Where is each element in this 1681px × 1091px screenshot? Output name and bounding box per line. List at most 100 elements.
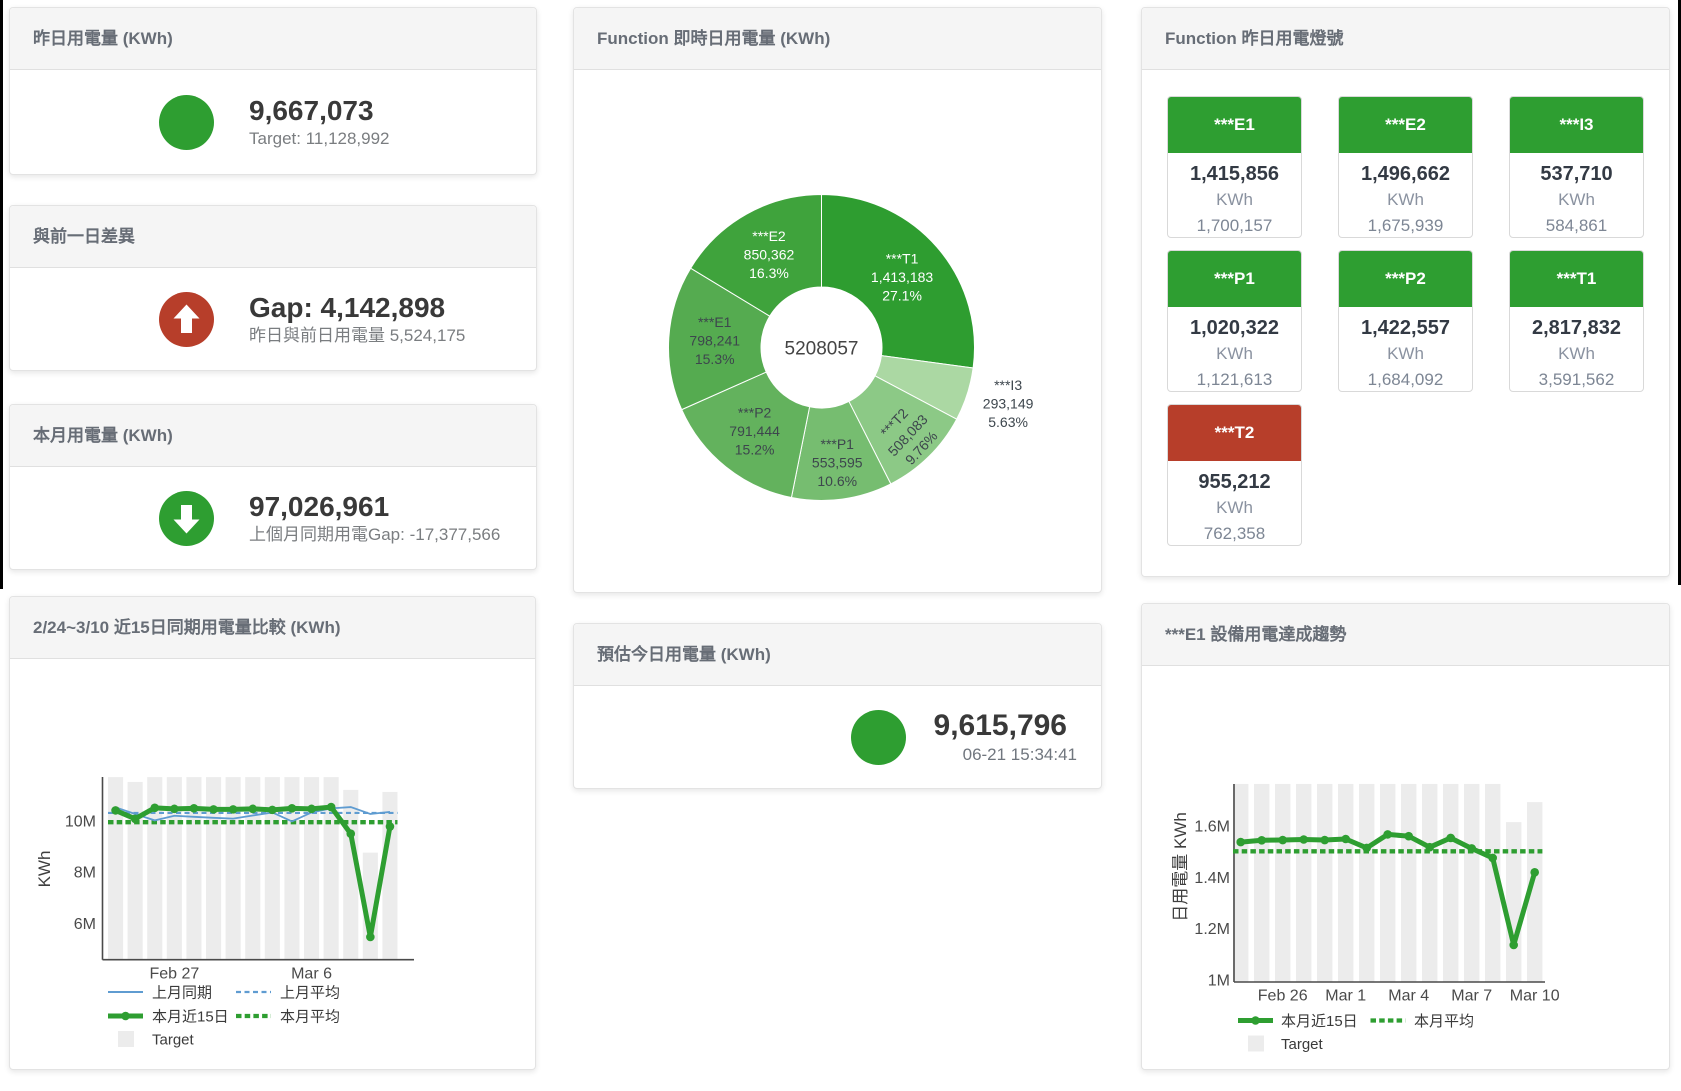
light-tile-header: ***I3 <box>1510 97 1643 153</box>
light-tile-target: 584,861 <box>1545 216 1608 235</box>
bar-Target-13 <box>362 852 378 960</box>
x-tick-label: Feb 26 <box>1258 988 1308 1005</box>
card-month-usage-header: 本月用電量 (KWh) <box>10 405 536 467</box>
series-marker-本月近15日-7 <box>1383 830 1392 839</box>
legend-label: 本月平均 <box>280 1009 340 1026</box>
card-lights: Function 昨日用電燈號 ***E1 1,415,856 KWh 1,70… <box>1141 7 1670 577</box>
light-tile-unit: KWh <box>1216 190 1253 209</box>
series-marker-本月近15日-9 <box>1425 842 1434 852</box>
light-tile-target: 762,358 <box>1203 524 1266 543</box>
series-marker-本月近15日-13 <box>366 932 375 942</box>
svg-text:16.3%: 16.3% <box>749 265 789 281</box>
card-lights-title: Function 昨日用電燈號 <box>1165 29 1344 48</box>
series-marker-本月近15日-13 <box>1509 940 1518 950</box>
y-tick-label: 10M <box>65 813 96 830</box>
y-tick-label: 1.2M <box>1194 921 1230 938</box>
legend-item-上月平均[interactable]: 上月平均 <box>236 985 340 1002</box>
card-month-usage: 本月用電量 (KWh) 97,026,961 上個月同期用電Gap: -17,3… <box>9 404 537 570</box>
series-marker-本月近15日-2 <box>150 803 160 813</box>
bar-Target-6 <box>225 777 241 960</box>
x-tick-label: Mar 4 <box>1388 988 1429 1005</box>
light-tile-value: 2,817,832 <box>1532 317 1621 339</box>
card-e1-trend-header: ***E1 設備用電達成趨勢 <box>1142 604 1669 666</box>
legend-label: 本月平均 <box>1414 1013 1474 1030</box>
yesterday-usage-target: Target: 11,128,992 <box>249 129 390 148</box>
bar-Target-13 <box>1506 822 1522 982</box>
x-tick-label: Feb 27 <box>149 966 199 983</box>
card-e1-trend-title: ***E1 設備用電達成趨勢 <box>1165 625 1347 644</box>
donut-slice-label-***E1: ***E1 798,241 15.3% <box>689 314 740 367</box>
svg-text:***P1: ***P1 <box>821 436 855 452</box>
svg-text:***P2: ***P2 <box>738 405 772 421</box>
estimate-value: 9,615,796 <box>933 709 1067 742</box>
series-marker-本月近15日-2 <box>1278 835 1287 845</box>
legend-item-本月近15日[interactable]: 本月近15日 <box>108 1009 229 1026</box>
donut-slice-***T1 <box>821 194 975 369</box>
bar-Target-3 <box>166 777 182 960</box>
series-marker-本月近15日-3 <box>170 804 179 814</box>
light-tile-value: 537,710 <box>1540 163 1613 185</box>
legend-swatch-icon <box>1248 1035 1264 1052</box>
card-day-gap-title: 與前一日差異 <box>33 227 135 246</box>
legend-label: 上月平均 <box>280 985 340 1002</box>
y-tick-label: 6M <box>74 916 96 933</box>
light-tile: ***P2 1,422,557 KWh 1,684,092 <box>1338 250 1473 392</box>
series-line-上月同期 <box>115 806 391 823</box>
legend-item-上月同期[interactable]: 上月同期 <box>108 985 212 1002</box>
y-tick-label: 1.6M <box>1194 819 1230 836</box>
legend-label: 本月近15日 <box>1281 1013 1358 1030</box>
bar-Target-7 <box>1380 783 1396 982</box>
light-tile-unit: KWh <box>1216 498 1253 517</box>
estimate-timestamp: 06-21 15:34:41 <box>962 745 1077 764</box>
light-tile-value: 1,496,662 <box>1361 163 1450 185</box>
light-tile-header: ***T2 <box>1168 405 1301 461</box>
left-edge-bar <box>0 0 3 589</box>
legend-item-Target[interactable]: Target <box>1248 1035 1324 1054</box>
svg-text:5.63%: 5.63% <box>988 414 1028 430</box>
y-axis-title: KWh <box>35 851 54 888</box>
legend-item-Target[interactable]: Target <box>118 1031 195 1049</box>
light-tile-unit: KWh <box>1387 344 1424 363</box>
donut-slice-label-***I3: ***I3 293,149 5.63% <box>983 377 1034 430</box>
light-tile-target: 1,684,092 <box>1367 370 1444 389</box>
series-marker-本月近15日-6 <box>228 805 238 814</box>
legend-item-本月近15日[interactable]: 本月近15日 <box>1238 1013 1358 1030</box>
series-marker-本月近15日-14 <box>1530 867 1539 877</box>
legend-label: 本月近15日 <box>152 1009 229 1026</box>
series-marker-本月近15日-10 <box>1446 833 1455 843</box>
series-marker-本月近15日-1 <box>130 814 140 824</box>
status-circle-green <box>159 95 214 150</box>
bar-Target-1 <box>127 781 143 960</box>
series-marker-本月近15日-5 <box>209 805 218 814</box>
x-tick-label: Mar 10 <box>1510 988 1560 1005</box>
bar-Target-14 <box>1527 802 1543 982</box>
series-marker-本月近15日-3 <box>1299 835 1308 844</box>
light-tile-header: ***T1 <box>1510 251 1643 307</box>
x-tick-label: Mar 7 <box>1451 988 1492 1005</box>
y-tick-label: 1.4M <box>1194 870 1230 887</box>
svg-text:293,149: 293,149 <box>983 395 1034 411</box>
light-tile: ***I3 537,710 KWh 584,861 <box>1509 96 1644 238</box>
card-e1-trend: ***E1 設備用電達成趨勢 1M 1.2M 1.4M 1.6M Feb 26 Mar 1… <box>1141 603 1670 1070</box>
series-marker-本月近15日-12 <box>346 829 356 839</box>
bar-Target-8 <box>1401 783 1417 982</box>
legend-item-本月平均[interactable]: 本月平均 <box>1370 1013 1475 1030</box>
legend-marker-icon <box>121 1011 130 1021</box>
card-compare-chart: 2/24~3/10 近15日同期用電量比較 (KWh) 6M 8M 10M Feb 2… <box>9 596 536 1070</box>
donut-slice-label-***T1: ***T1 1,413,183 27.1% <box>871 251 933 304</box>
donut-slice-***E2 <box>690 194 822 317</box>
series-marker-本月近15日-1 <box>1257 835 1266 845</box>
light-tile-value: 1,020,322 <box>1190 317 1279 339</box>
donut-slice-label-***E2: ***E2 850,362 16.3% <box>744 228 795 281</box>
day-gap-sub: 昨日與前日用電量 5,524,175 <box>249 326 466 345</box>
donut-slice-***P2 <box>681 371 811 499</box>
card-realtime-donut-title: Function 即時日用電量 (KWh) <box>597 29 831 48</box>
series-marker-本月近15日-0 <box>1236 837 1245 847</box>
card-estimate-title: 預估今日用電量 (KWh) <box>597 645 771 664</box>
legend-item-本月平均[interactable]: 本月平均 <box>236 1009 340 1026</box>
donut-slice-label-***P2: ***P2 791,444 15.2% <box>729 405 780 458</box>
light-tile: ***T1 2,817,832 KWh 3,591,562 <box>1509 250 1644 392</box>
estimate-status-circle <box>851 710 906 765</box>
